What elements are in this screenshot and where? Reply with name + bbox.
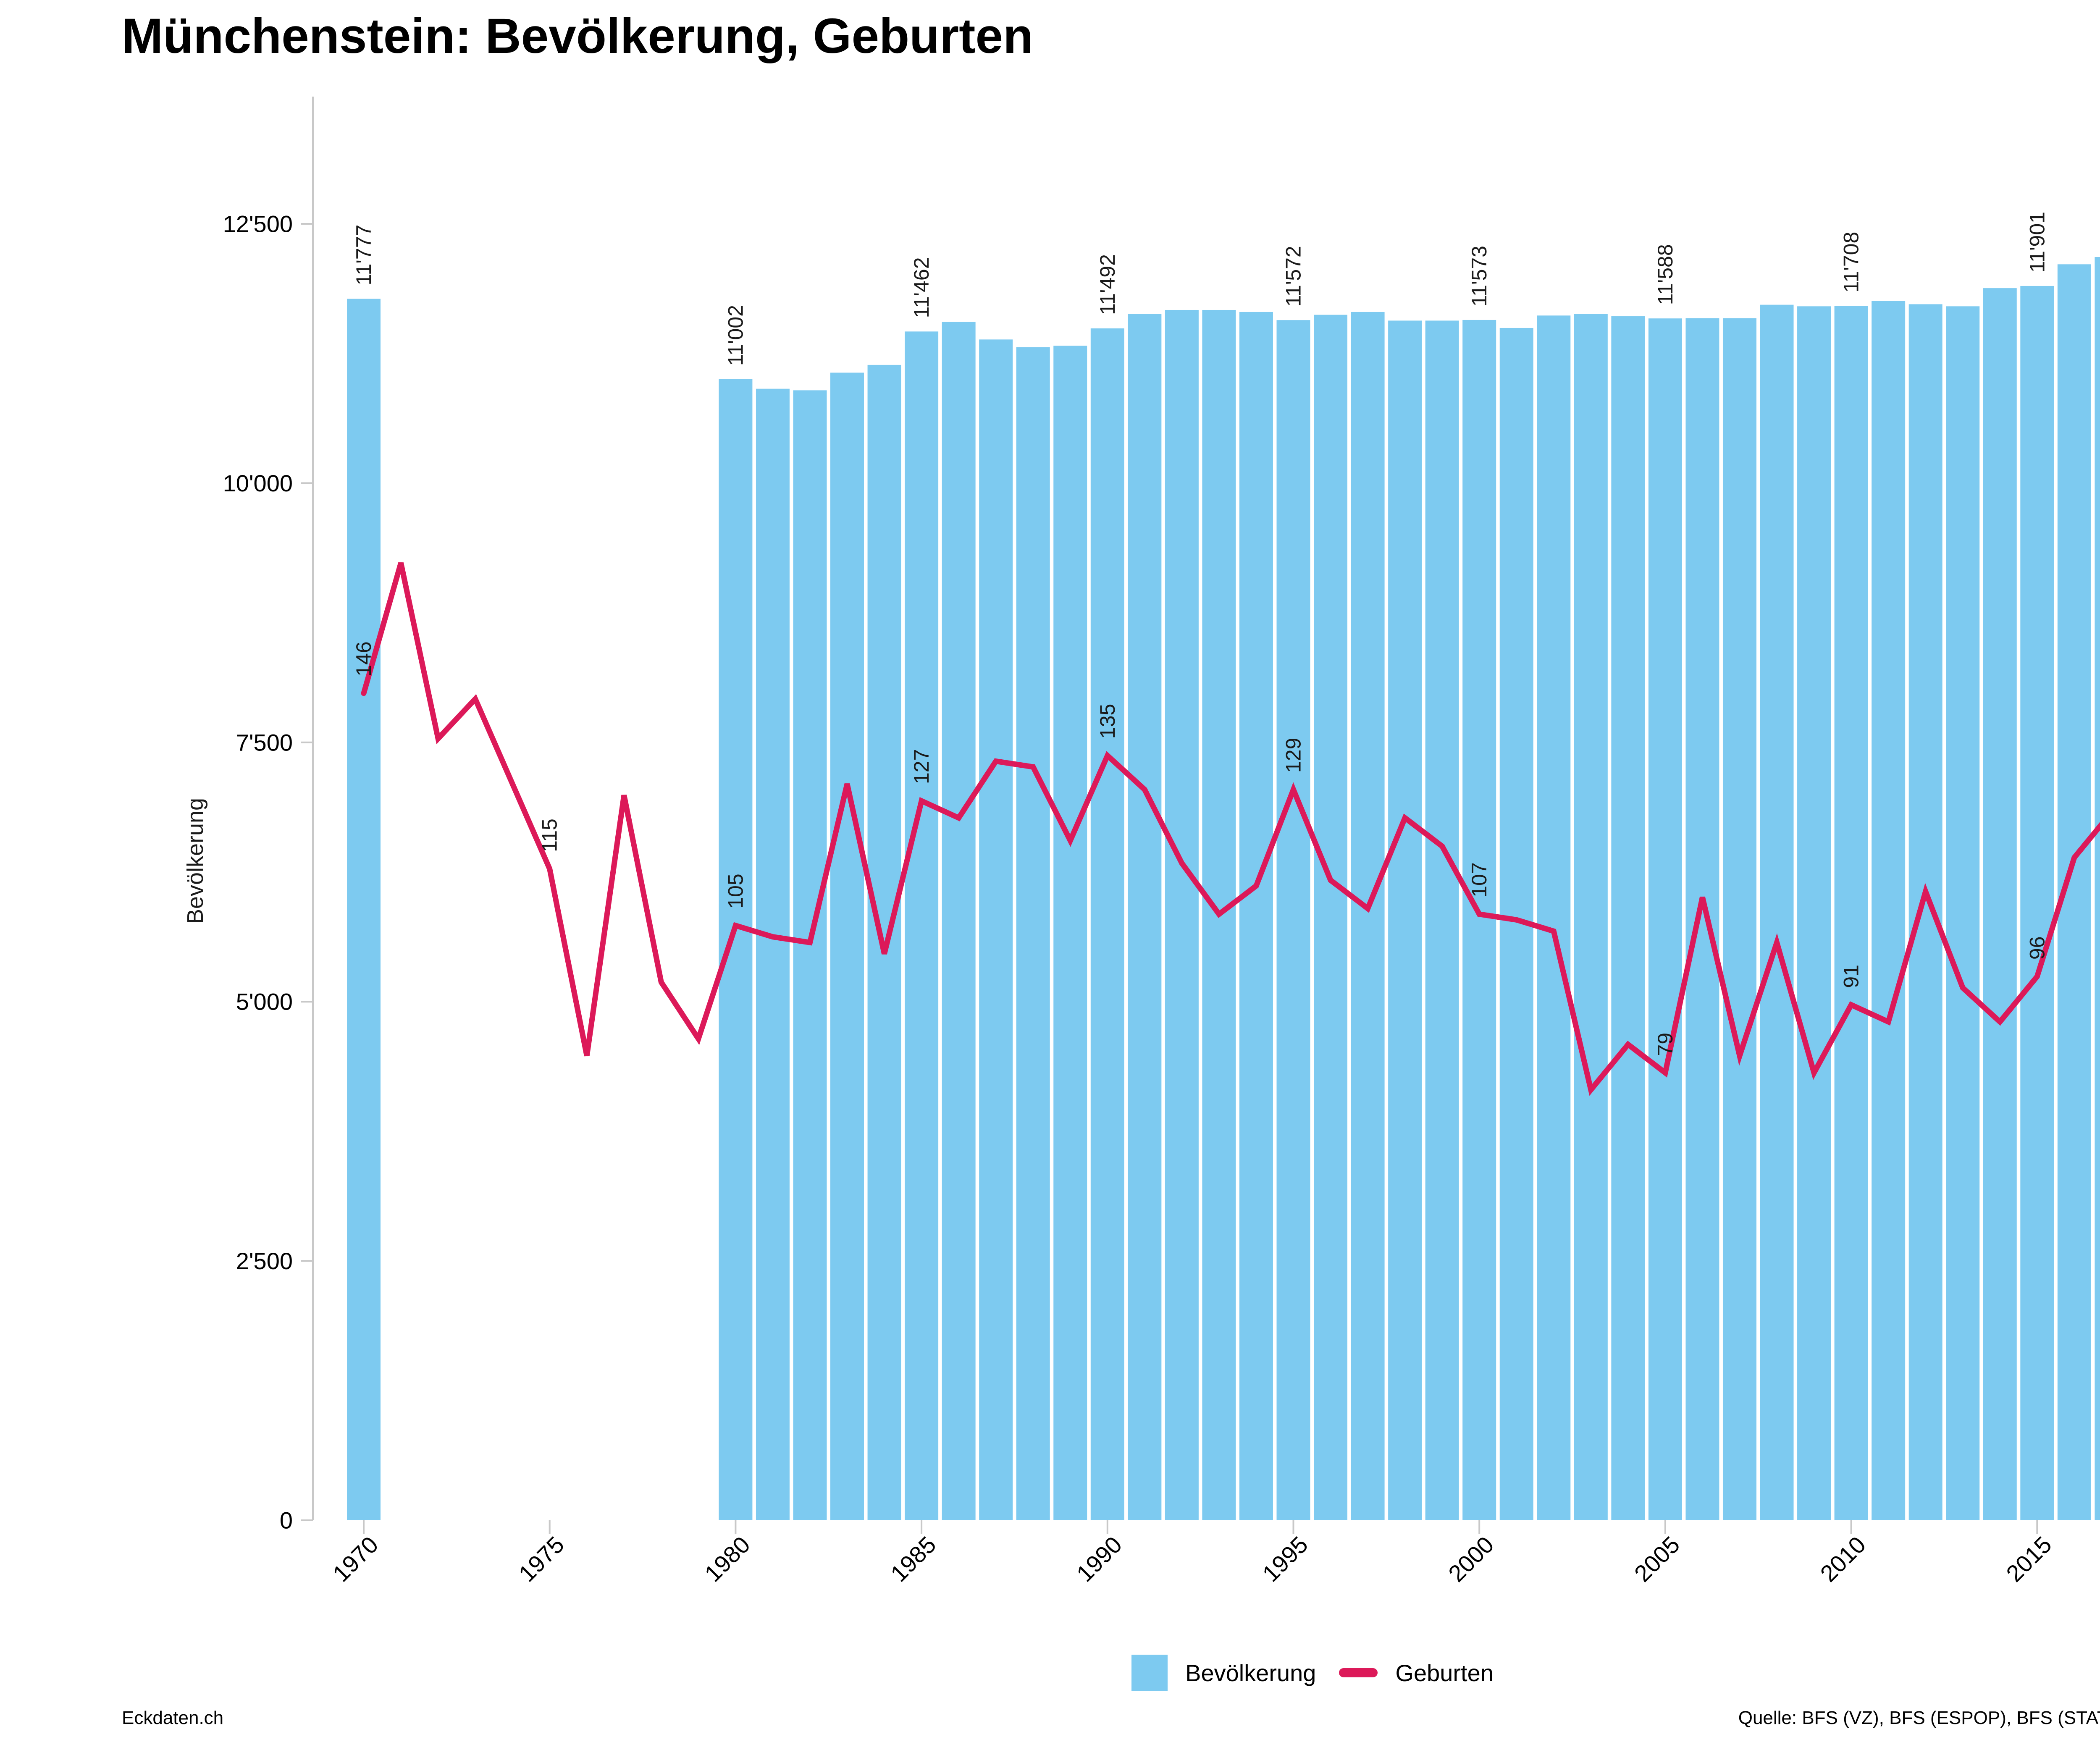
bar-2006 [1685,318,1719,1520]
line-value-label-2010: 91 [1840,965,1863,988]
bar-value-label-1990: 11'492 [1096,254,1119,315]
left-axis-title: Bevölkerung [183,798,208,924]
bar-1996 [1314,315,1348,1520]
bar-1970 [347,299,381,1521]
x-axis-tick-label-1985: 1985 [885,1531,941,1587]
bar-1982 [793,390,827,1520]
line-value-label-1990: 135 [1096,704,1119,739]
legend: Bevölkerung Geburten [0,1650,2100,1696]
x-axis-tick-label-1975: 1975 [514,1531,570,1587]
left-axis-tick-label: 0 [280,1507,293,1534]
x-axis-tick-label-1995: 1995 [1257,1531,1313,1587]
population-swatch-icon [1131,1655,1168,1691]
bar-1983 [830,373,864,1520]
births-swatch-icon [1339,1668,1378,1677]
x-axis-tick-label-1980: 1980 [699,1531,755,1587]
bar-value-label-2010: 11'708 [1840,232,1863,293]
bar-1987 [979,339,1013,1521]
source-site-label: Eckdaten.ch [122,1708,224,1728]
bar-1989 [1053,346,1087,1520]
bar-1994 [1239,312,1273,1520]
bar-1992 [1165,310,1199,1520]
bar-1980 [719,379,753,1521]
line-value-label-1980: 105 [724,874,747,908]
bar-2009 [1797,306,1831,1520]
line-value-label-1995: 129 [1282,738,1305,773]
bar-value-label-1980: 11'002 [724,305,747,366]
bar-2003 [1574,314,1608,1520]
x-axis-tick-label-1990: 1990 [1071,1531,1127,1587]
x-axis-tick-label-2005: 2005 [1629,1531,1685,1587]
bar-1981 [756,388,790,1520]
bar-value-label-1995: 11'572 [1282,246,1305,307]
bar-2010 [1834,306,1868,1521]
bar-1986 [942,322,976,1520]
left-axis-tick-label: 7'500 [236,729,293,756]
bar-1988 [1016,347,1050,1521]
line-value-label-2005: 79 [1654,1033,1677,1056]
x-axis-tick-label-2000: 2000 [1443,1531,1499,1587]
legend-label-geburten: Geburten [1395,1659,1494,1686]
bar-1990 [1090,328,1124,1521]
bar-1985 [905,331,939,1520]
bar-1999 [1425,320,1459,1521]
bar-value-label-2000: 11'573 [1467,246,1491,307]
bar-value-label-2015: 11'901 [2025,212,2049,273]
page-title: Münchenstein: Bevölkerung, Geburten [122,8,1034,64]
bar-2015 [2020,286,2054,1521]
x-axis-tick-label-1970: 1970 [328,1531,383,1587]
bar-1997 [1351,312,1385,1520]
left-axis-tick-label: 5'000 [236,989,293,1015]
line-value-label-1975: 115 [538,819,562,852]
bar-2007 [1722,318,1756,1520]
data-source-label: Quelle: BFS (VZ), BFS (ESPOP), BFS (STAT… [1738,1708,2100,1728]
births-line [361,562,2100,1096]
left-axis-tick-label: 10'000 [223,470,293,496]
line-value-label-1985: 127 [910,749,933,784]
bar-2014 [1983,288,2017,1520]
bar-1998 [1388,320,1422,1521]
left-axis-tick-label: 2'500 [236,1248,293,1274]
line-value-label-2015: 96 [2025,937,2049,960]
bar-2012 [1908,304,1942,1520]
bar-2017 [2095,257,2100,1520]
bar-2011 [1872,301,1906,1520]
bar-2002 [1537,315,1571,1521]
line-value-label-2000: 107 [1467,862,1491,897]
bar-2008 [1760,304,1794,1520]
bar-2005 [1648,318,1682,1520]
bar-1991 [1128,314,1162,1520]
legend-item-geburten[interactable]: Geburten [1339,1659,1494,1687]
bar-2013 [1946,306,1980,1520]
bar-value-label-1970: 11'777 [352,225,375,286]
legend-label-bevoelkerung: Bevölkerung [1185,1659,1316,1686]
bar-2000 [1462,320,1496,1521]
legend-item-bevoelkerung[interactable]: Bevölkerung [1131,1655,1316,1691]
left-axis-tick-label: 12'500 [223,211,293,237]
bar-value-label-1985: 11'462 [910,257,933,318]
bar-value-label-2005: 11'588 [1654,244,1677,305]
bar-2004 [1611,316,1645,1520]
bar-1995 [1276,320,1310,1520]
x-axis-tick-label-2015: 2015 [2001,1531,2057,1587]
x-axis-tick-label-2010: 2010 [1815,1531,1871,1587]
line-value-label-1970: 146 [352,641,375,676]
